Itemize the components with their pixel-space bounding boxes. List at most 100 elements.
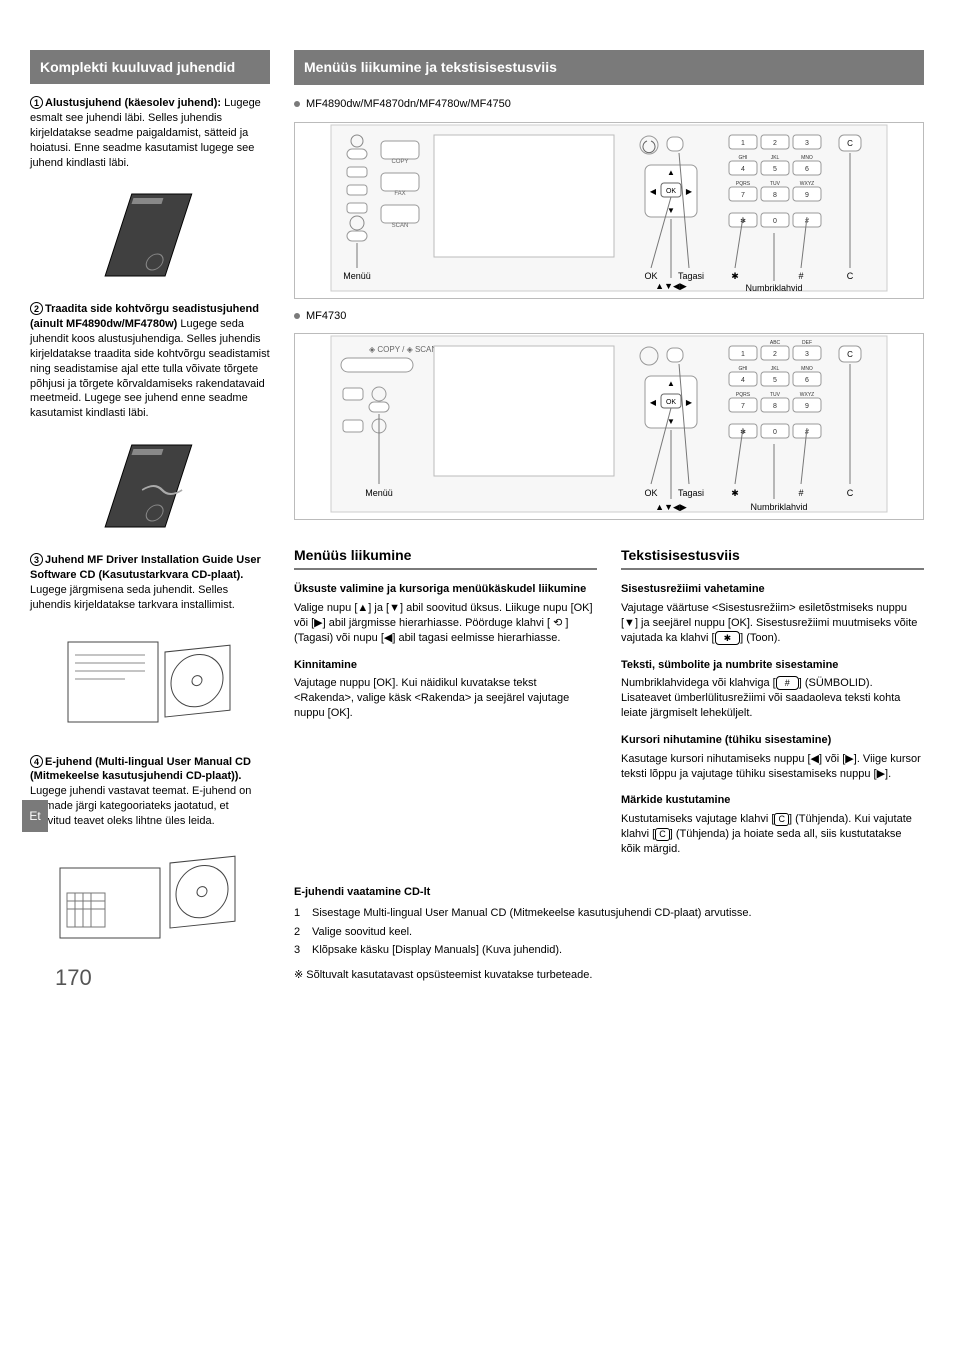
svg-text:WXYZ: WXYZ: [800, 392, 814, 398]
svg-text:C: C: [847, 488, 854, 498]
svg-text:C: C: [847, 271, 854, 281]
svg-text:▲: ▲: [667, 379, 675, 388]
svg-text:▶: ▶: [686, 187, 693, 196]
left-column: Komplekti kuuluvad juhendid 1Alustusjuhe…: [30, 50, 270, 983]
text-s4-b: Kustutamiseks vajutage klahvi [C] (Tühje…: [621, 812, 924, 857]
nav-s1-b: Valige nupu [▲] ja [▼] abil soovitud üks…: [294, 601, 597, 646]
step-3: Klõpsake käsku [Display Manuals] (Kuva j…: [312, 943, 562, 958]
svg-text:5: 5: [773, 166, 777, 173]
svg-text:✱: ✱: [731, 488, 739, 498]
svg-text:PQRS: PQRS: [736, 392, 751, 398]
text-s2-h: Teksti, sümbolite ja numbrite sisestamin…: [621, 658, 924, 673]
svg-text:COPY: COPY: [391, 159, 408, 165]
item3-title: Juhend MF Driver Installation Guide User…: [30, 554, 261, 581]
svg-text:Numbriklahvid: Numbriklahvid: [745, 283, 802, 293]
svg-text:0: 0: [773, 218, 777, 225]
svg-text:▲: ▲: [667, 168, 675, 177]
right-column: Menüüs liikumine ja tekstisisestusviis M…: [294, 50, 924, 983]
text-s3-h: Kursori nihutamine (tühiku sisestamine): [621, 733, 924, 748]
svg-text:1: 1: [741, 351, 745, 358]
nav-col: Menüüs liikumine Üksuste valimine ja kur…: [294, 530, 597, 857]
star-key-icon: ✱: [715, 631, 741, 645]
num-2-icon: 2: [30, 302, 43, 315]
text-s2-b: Numbriklahvidega või klahviga [#] (SÜMBO…: [621, 676, 924, 721]
svg-text:6: 6: [805, 166, 809, 173]
item4-body: Lugege juhendi vastavat teemat. E-juhend…: [30, 785, 251, 827]
svg-text:▲▼◀▶: ▲▼◀▶: [655, 502, 687, 512]
svg-text:7: 7: [741, 403, 745, 410]
figure-booklet-2: [80, 435, 220, 535]
svg-text:4: 4: [741, 166, 745, 173]
num-4-icon: 4: [30, 755, 43, 768]
svg-text:Tagasi: Tagasi: [678, 271, 704, 281]
num-3-icon: 3: [30, 553, 43, 566]
svg-text:FAX: FAX: [394, 191, 405, 197]
svg-text:Menüü: Menüü: [343, 271, 371, 281]
svg-text:3: 3: [805, 351, 809, 358]
nav-s1-h: Üksuste valimine ja kursoriga menüükäsku…: [294, 582, 597, 597]
svg-text:◈ COPY / ◈ SCAN: ◈ COPY / ◈ SCAN: [369, 345, 437, 354]
item1-title: Alustusjuhend (käesolev juhend):: [45, 97, 221, 109]
text-s4-h: Märkide kustutamine: [621, 793, 924, 808]
models1: MF4890dw/MF4870dn/MF4780w/MF4750: [306, 97, 511, 112]
emanual-note: ※ Sõltuvalt kasutatavast opsüsteemist ku…: [294, 968, 924, 983]
emanual-heading: E-juhendi vaatamine CD-lt: [294, 885, 924, 900]
step-1: Sisestage Multi-lingual User Manual CD (…: [312, 906, 752, 921]
bullet-icon: [294, 101, 300, 107]
text-s3-b: Kasutage kursori nihutamiseks nuppu [◀] …: [621, 752, 924, 782]
emanual-steps: 1Sisestage Multi-lingual User Manual CD …: [294, 906, 924, 959]
svg-text:0: 0: [773, 429, 777, 436]
item3-body: Lugege järgmisena seda juhendit. Selles …: [30, 584, 235, 611]
svg-text:2: 2: [773, 351, 777, 358]
svg-text:PQRS: PQRS: [736, 181, 751, 187]
svg-text:2: 2: [773, 140, 777, 147]
svg-text:ABC: ABC: [770, 340, 781, 346]
text-entry-col: Tekstisisestusviis Sisestusrežiimi vahet…: [621, 530, 924, 857]
manual-2: 2Traadita side kohtvõrgu seadistusjuhend…: [30, 302, 270, 421]
svg-text:GHI: GHI: [739, 155, 748, 161]
svg-text:#: #: [798, 271, 803, 281]
figure-cd-2: [55, 843, 245, 953]
svg-text:8: 8: [773, 192, 777, 199]
svg-text:#: #: [798, 488, 803, 498]
svg-text:Numbriklahvid: Numbriklahvid: [750, 502, 807, 512]
left-header: Komplekti kuuluvad juhendid: [30, 50, 270, 84]
svg-text:6: 6: [805, 377, 809, 384]
step-2: Valige soovitud keel.: [312, 925, 412, 940]
svg-text:MNO: MNO: [801, 366, 813, 372]
svg-text:▲▼◀▶: ▲▼◀▶: [655, 281, 687, 291]
svg-text:JKL: JKL: [771, 155, 780, 161]
svg-text:1: 1: [741, 140, 745, 147]
svg-text:TUV: TUV: [770, 181, 781, 187]
manual-1: 1Alustusjuhend (käesolev juhend): Lugege…: [30, 96, 270, 170]
c-key-icon: C: [774, 813, 789, 826]
svg-text:▶: ▶: [686, 398, 693, 407]
svg-text:OK: OK: [666, 399, 676, 406]
num-1-icon: 1: [30, 96, 43, 109]
svg-text:7: 7: [741, 192, 745, 199]
svg-text:C: C: [847, 350, 853, 359]
svg-text:SCAN: SCAN: [392, 223, 409, 229]
svg-text:◀: ◀: [650, 187, 657, 196]
text-heading: Tekstisisestusviis: [621, 546, 924, 570]
right-header: Menüüs liikumine ja tekstisisestusviis: [294, 50, 924, 85]
figure-cd-1: [60, 627, 240, 737]
text-s1-h: Sisestusrežiimi vahetamine: [621, 582, 924, 597]
svg-text:OK: OK: [644, 271, 657, 281]
item4-title: E-juhend (Multi-lingual User Manual CD (…: [30, 756, 251, 783]
svg-text:9: 9: [805, 192, 809, 199]
models2: MF4730: [306, 309, 346, 324]
manual-3: 3Juhend MF Driver Installation Guide Use…: [30, 553, 270, 612]
lang-tab: Et: [22, 800, 48, 832]
models-row-1: MF4890dw/MF4870dn/MF4780w/MF4750: [294, 97, 924, 112]
svg-text:9: 9: [805, 403, 809, 410]
svg-text:OK: OK: [666, 188, 676, 195]
svg-text:MNO: MNO: [801, 155, 813, 161]
svg-text:8: 8: [773, 403, 777, 410]
nav-s2-b: Vajutage nuppu [OK]. Kui näidikul kuvata…: [294, 676, 597, 721]
svg-text:Tagasi: Tagasi: [678, 488, 704, 498]
svg-text:C: C: [847, 139, 853, 148]
c-key-icon: C: [655, 828, 670, 841]
svg-text:5: 5: [773, 377, 777, 384]
svg-text:Menüü: Menüü: [365, 488, 393, 498]
